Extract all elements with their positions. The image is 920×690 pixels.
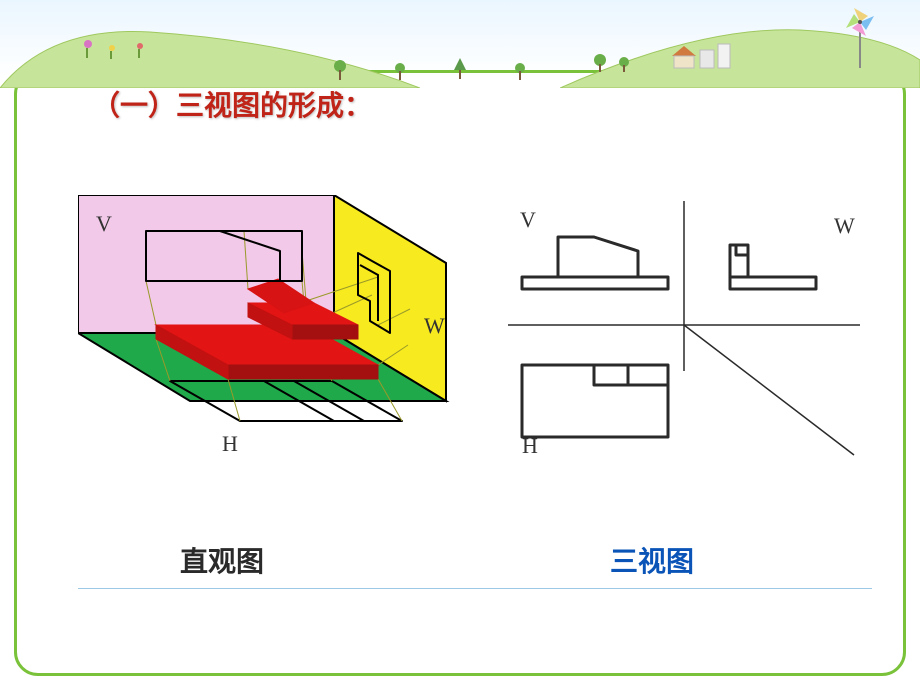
left-panel-iso: V W H: [78, 195, 472, 465]
views-svg: [498, 195, 872, 465]
caption-left: 直观图: [180, 540, 264, 580]
label-view-V: V: [520, 207, 536, 233]
label-iso-W: W: [424, 313, 445, 339]
hill-right: [560, 4, 920, 88]
decor-band: [0, 0, 920, 90]
label-iso-V: V: [96, 211, 112, 237]
label-view-H: H: [522, 433, 538, 459]
caption-right: 三视图: [610, 540, 694, 580]
label-iso-H: H: [222, 431, 238, 457]
right-panel-views: V W H: [498, 195, 872, 465]
mid-trees: [330, 48, 590, 84]
iso-svg: [78, 195, 472, 465]
label-view-W: W: [834, 213, 855, 239]
underline: [78, 588, 872, 589]
slide-title: （一）三视图的形成：: [92, 84, 372, 124]
